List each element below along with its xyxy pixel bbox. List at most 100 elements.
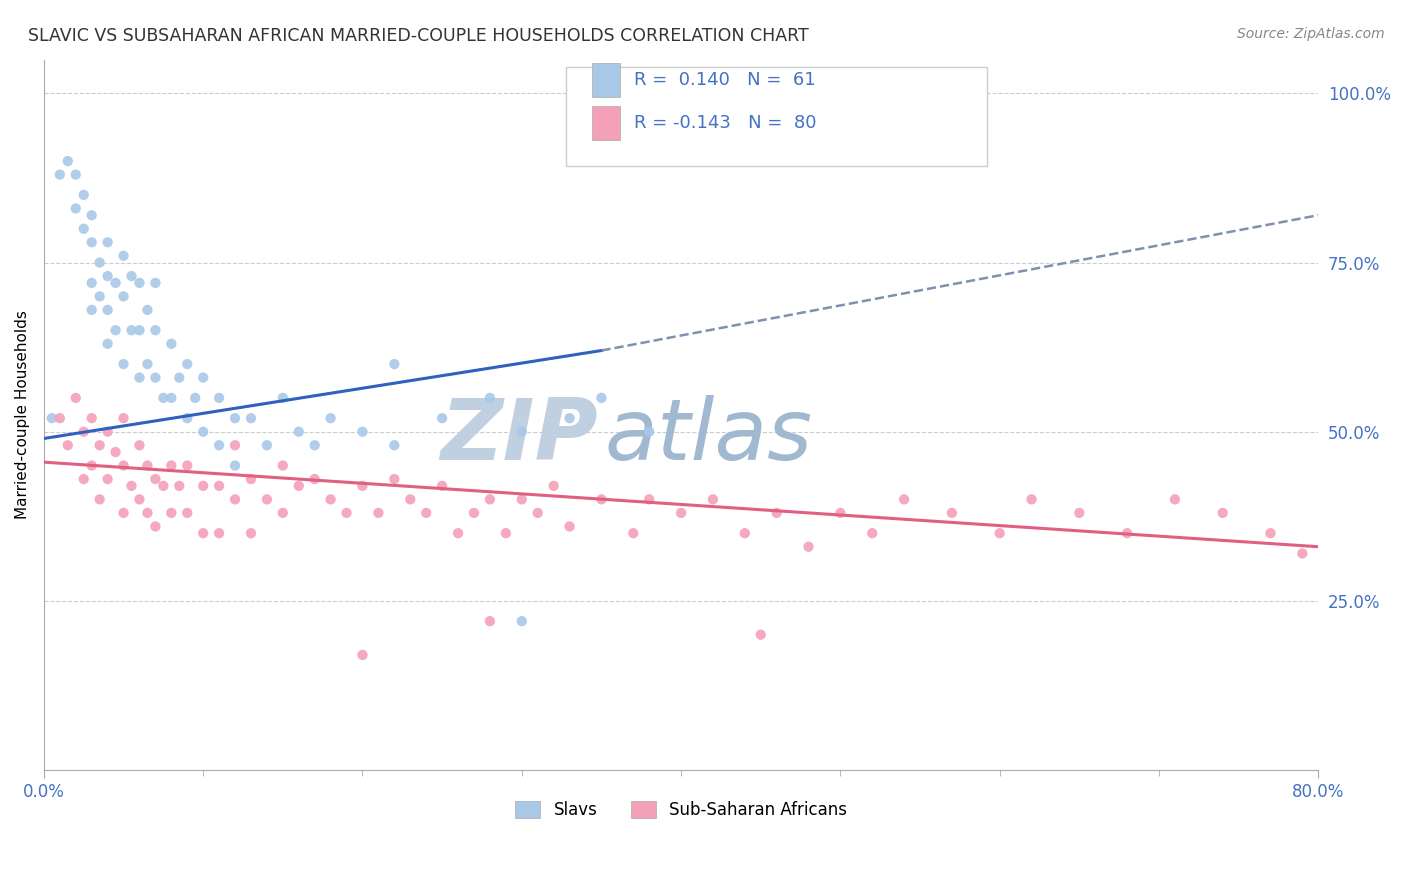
Point	[65, 168, 87, 182]
Point	[49, 168, 72, 182]
Point	[224, 458, 246, 473]
Point	[208, 438, 231, 452]
Point	[160, 336, 183, 351]
Point	[97, 269, 120, 284]
Text: ZIP: ZIP	[440, 394, 598, 477]
Point	[256, 492, 278, 507]
Point	[543, 479, 565, 493]
Point	[176, 506, 198, 520]
Point	[669, 506, 692, 520]
Point	[271, 506, 294, 520]
Point	[224, 411, 246, 425]
Point	[1291, 547, 1313, 561]
Point	[430, 479, 453, 493]
Point	[304, 438, 326, 452]
Point	[193, 425, 215, 439]
Point	[73, 472, 96, 486]
Point	[638, 492, 661, 507]
Point	[160, 506, 183, 520]
Legend: Slavs, Sub-Saharan Africans: Slavs, Sub-Saharan Africans	[509, 794, 853, 826]
Point	[97, 235, 120, 250]
Point	[145, 276, 167, 290]
Point	[89, 289, 111, 303]
Point	[176, 411, 198, 425]
Point	[478, 614, 501, 628]
Point	[415, 506, 437, 520]
Point	[97, 472, 120, 486]
Point	[1021, 492, 1043, 507]
Point	[352, 648, 374, 662]
Point	[128, 370, 150, 384]
Point	[184, 391, 207, 405]
Text: Source: ZipAtlas.com: Source: ZipAtlas.com	[1237, 27, 1385, 41]
Point	[112, 249, 135, 263]
Point	[176, 458, 198, 473]
Point	[510, 425, 533, 439]
Point	[80, 235, 103, 250]
Point	[112, 357, 135, 371]
Text: R =  0.140   N =  61: R = 0.140 N = 61	[634, 71, 815, 89]
Point	[193, 370, 215, 384]
Point	[128, 276, 150, 290]
Point	[193, 479, 215, 493]
Point	[558, 519, 581, 533]
Point	[860, 526, 883, 541]
Point	[104, 445, 127, 459]
Bar	[592, 63, 620, 97]
Point	[121, 269, 143, 284]
FancyBboxPatch shape	[567, 67, 987, 166]
Point	[382, 438, 405, 452]
Point	[271, 391, 294, 405]
Point	[80, 302, 103, 317]
Point	[145, 323, 167, 337]
Point	[65, 202, 87, 216]
Text: atlas: atlas	[605, 394, 813, 477]
Point	[121, 479, 143, 493]
Text: SLAVIC VS SUBSAHARAN AFRICAN MARRIED-COUPLE HOUSEHOLDS CORRELATION CHART: SLAVIC VS SUBSAHARAN AFRICAN MARRIED-COU…	[28, 27, 808, 45]
Point	[80, 208, 103, 222]
Point	[193, 526, 215, 541]
Point	[558, 411, 581, 425]
Point	[73, 188, 96, 202]
Point	[80, 411, 103, 425]
Point	[591, 492, 613, 507]
Point	[56, 438, 79, 452]
Point	[169, 370, 191, 384]
Point	[80, 458, 103, 473]
Point	[367, 506, 389, 520]
Point	[112, 289, 135, 303]
Point	[73, 221, 96, 235]
Point	[145, 519, 167, 533]
Point	[136, 357, 159, 371]
Point	[352, 479, 374, 493]
Point	[941, 506, 963, 520]
Point	[399, 492, 422, 507]
Point	[510, 492, 533, 507]
Point	[208, 479, 231, 493]
Point	[97, 302, 120, 317]
Point	[136, 458, 159, 473]
Point	[208, 391, 231, 405]
Point	[734, 526, 756, 541]
Point	[152, 479, 174, 493]
Point	[510, 614, 533, 628]
Point	[208, 526, 231, 541]
Bar	[592, 106, 620, 140]
Point	[382, 357, 405, 371]
Point	[830, 506, 852, 520]
Point	[97, 425, 120, 439]
Point	[1260, 526, 1282, 541]
Point	[128, 323, 150, 337]
Point	[128, 492, 150, 507]
Point	[319, 492, 342, 507]
Point	[169, 479, 191, 493]
Point	[1164, 492, 1187, 507]
Point	[104, 323, 127, 337]
Point	[240, 472, 263, 486]
Point	[224, 438, 246, 452]
Point	[56, 154, 79, 169]
Point	[112, 506, 135, 520]
Point	[319, 411, 342, 425]
Point	[621, 526, 644, 541]
Point	[1069, 506, 1091, 520]
